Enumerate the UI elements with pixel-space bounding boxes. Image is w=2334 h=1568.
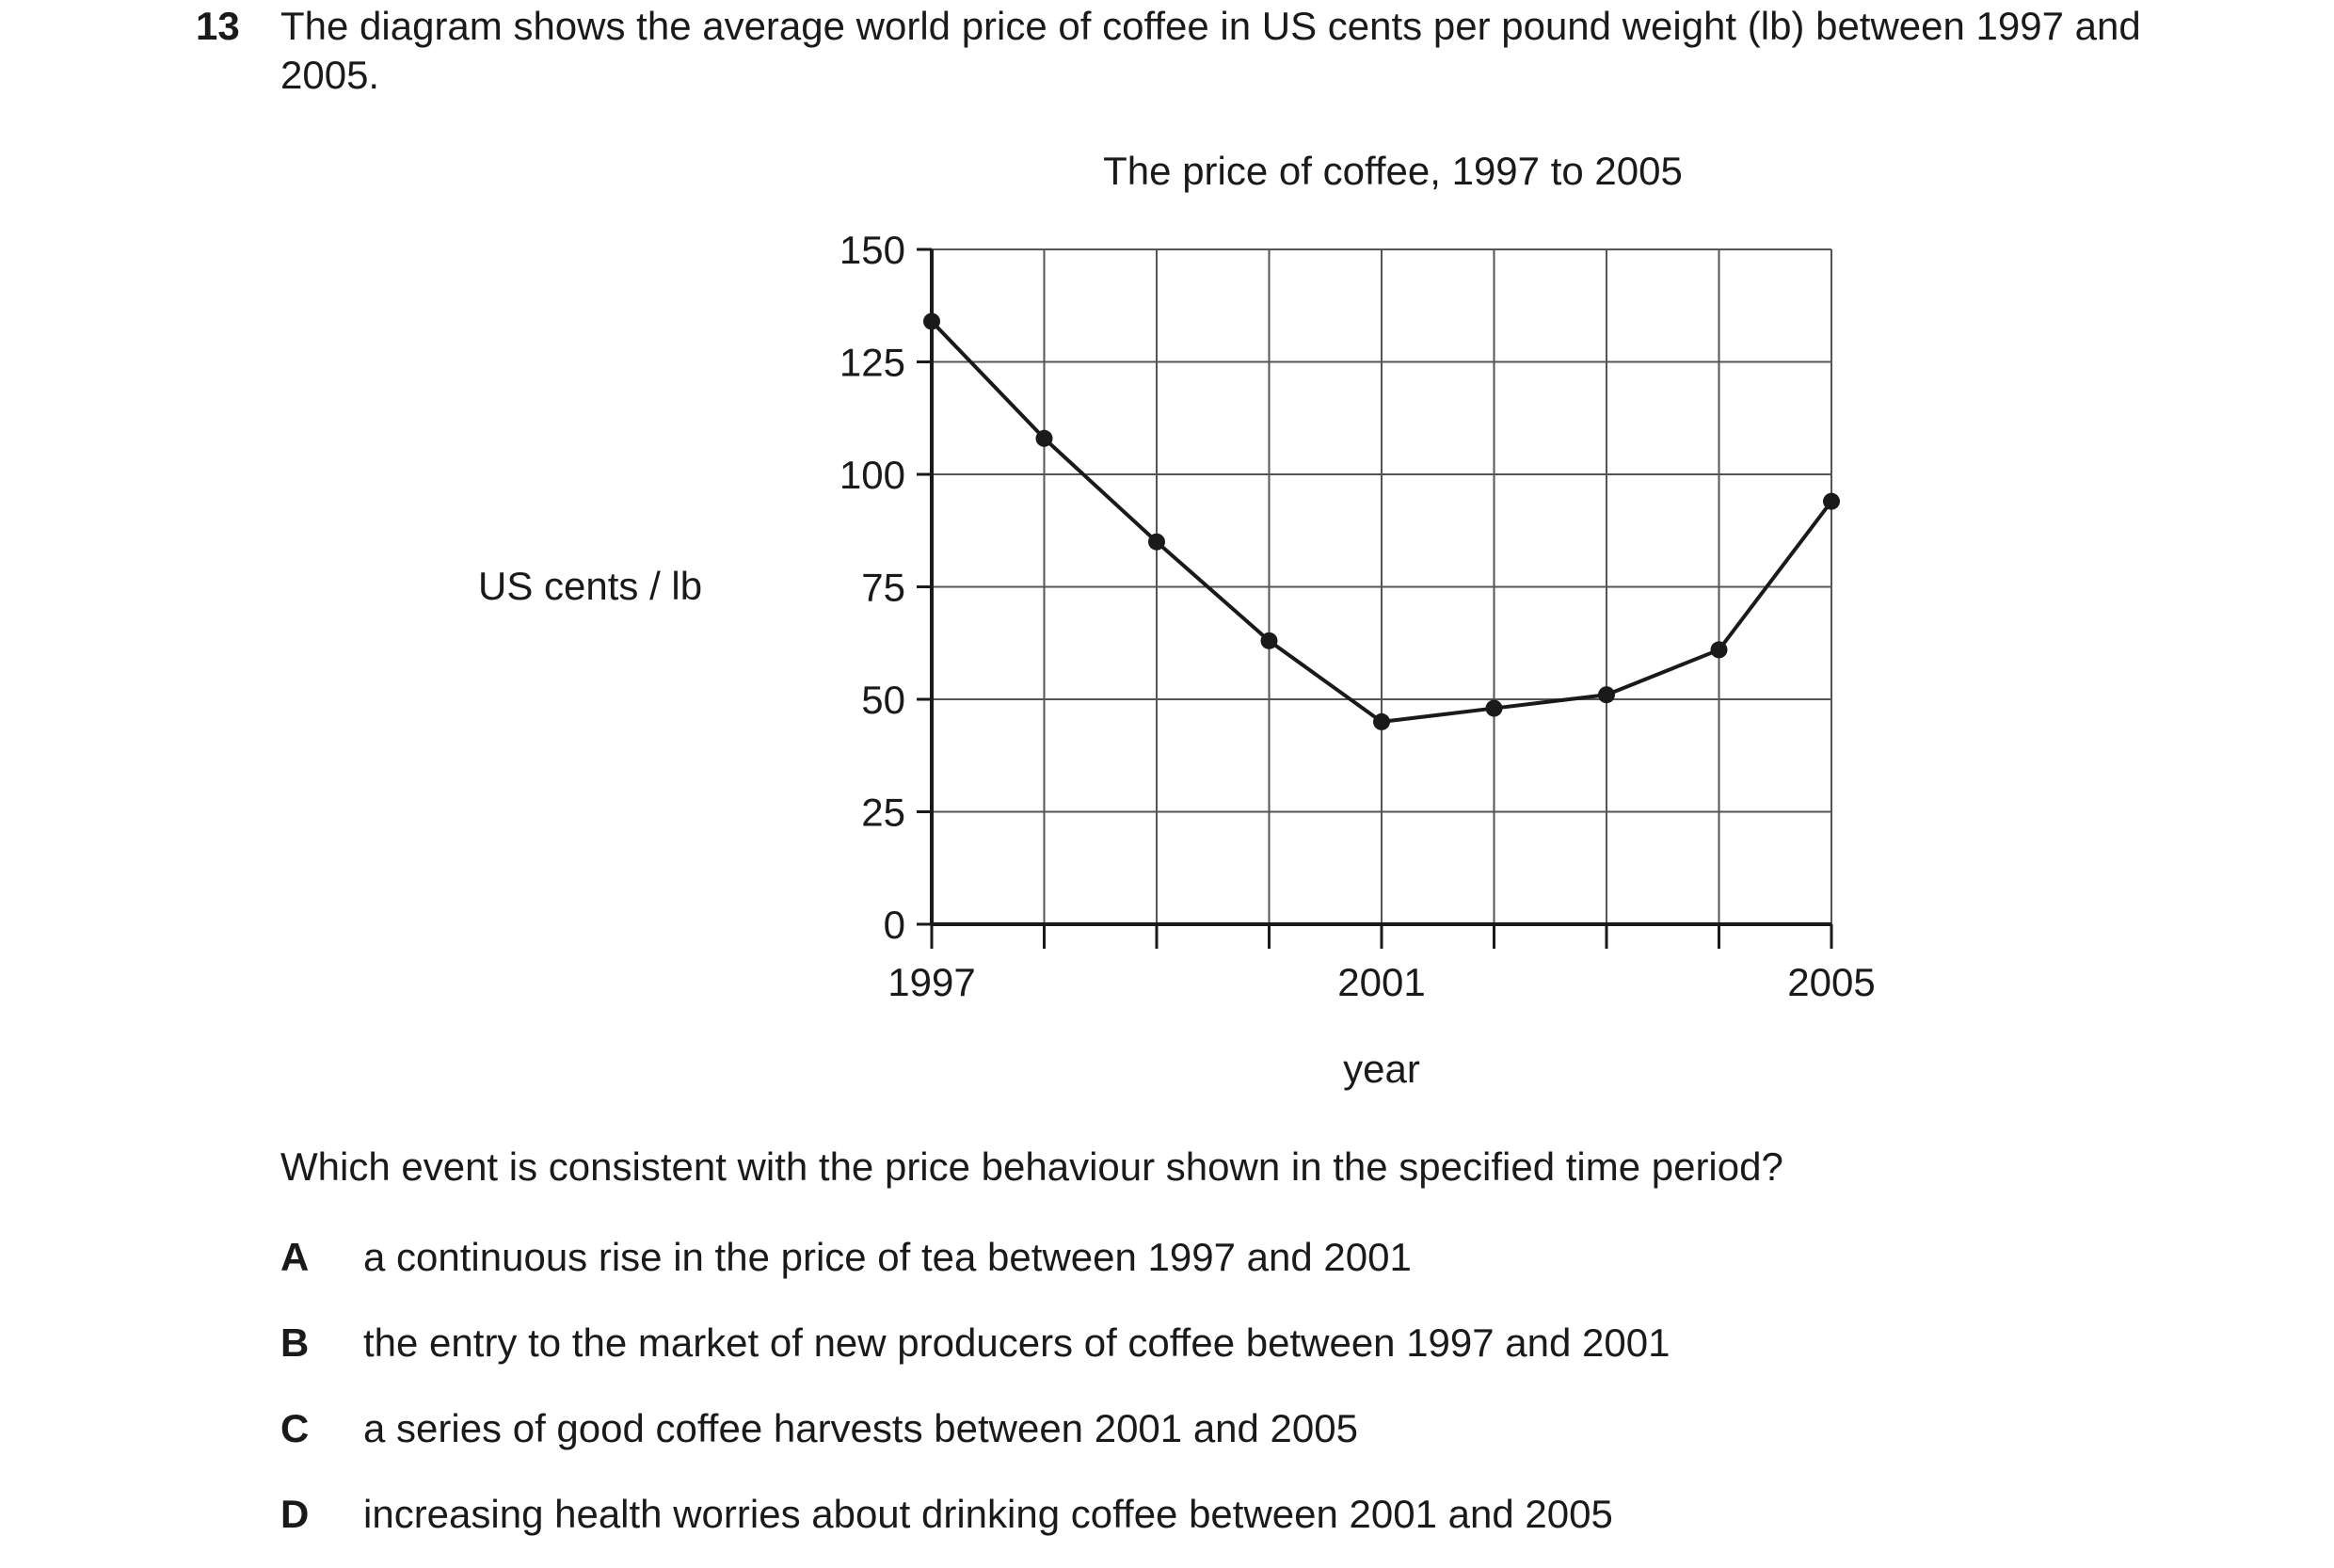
y-tick-label: 150: [839, 228, 905, 272]
x-tick-label: 2001: [1337, 960, 1425, 1004]
data-point: [1035, 429, 1053, 447]
y-axis-ticks: 0 25 50 75 100 125 150: [839, 228, 932, 947]
y-tick-label: 0: [884, 903, 905, 947]
option-text: a series of good coffee harvests between…: [363, 1406, 1358, 1450]
data-point: [923, 312, 940, 330]
x-axis-ticks: 1997 2001 2005: [887, 924, 1876, 1004]
y-tick-label: 100: [839, 453, 905, 497]
y-tick-label: 25: [861, 791, 905, 835]
data-point: [1823, 492, 1840, 510]
data-point: [1598, 686, 1615, 704]
data-point: [1148, 533, 1165, 551]
option-text: a continuous rise in the price of tea be…: [363, 1235, 1412, 1279]
data-point: [1373, 712, 1390, 730]
data-point: [1710, 641, 1728, 659]
option-letter: B: [280, 1320, 310, 1365]
line-chart: 0 25 50 75 100 125 150 1997 2001 2005 year: [839, 228, 1876, 1091]
y-tick-label: 125: [839, 341, 905, 385]
option-text: increasing health worries about drinking…: [363, 1492, 1613, 1536]
data-point: [1260, 632, 1278, 649]
data-point: [1485, 699, 1503, 717]
option-letter: C: [280, 1406, 310, 1450]
y-axis-label: US cents / lb: [478, 564, 703, 608]
option-text: the entry to the market of new producers…: [363, 1320, 1671, 1365]
option-letter: D: [280, 1492, 310, 1536]
x-tick-label: 2005: [1787, 960, 1875, 1004]
question-prompt: Which event is consistent with the price…: [280, 1144, 1783, 1189]
x-tick-label: 1997: [887, 960, 975, 1004]
y-tick-label: 50: [861, 678, 905, 722]
data-series: [923, 312, 1840, 730]
y-tick-label: 75: [861, 566, 905, 610]
chart-title: The price of coffee, 1997 to 2005: [1103, 149, 1683, 193]
chart-grid: [932, 248, 1832, 924]
x-axis-label: year: [1343, 1047, 1420, 1091]
question-stem: The diagram shows the average world pric…: [280, 4, 2141, 97]
question-number: 13: [196, 4, 240, 48]
option-letter: A: [280, 1235, 310, 1279]
